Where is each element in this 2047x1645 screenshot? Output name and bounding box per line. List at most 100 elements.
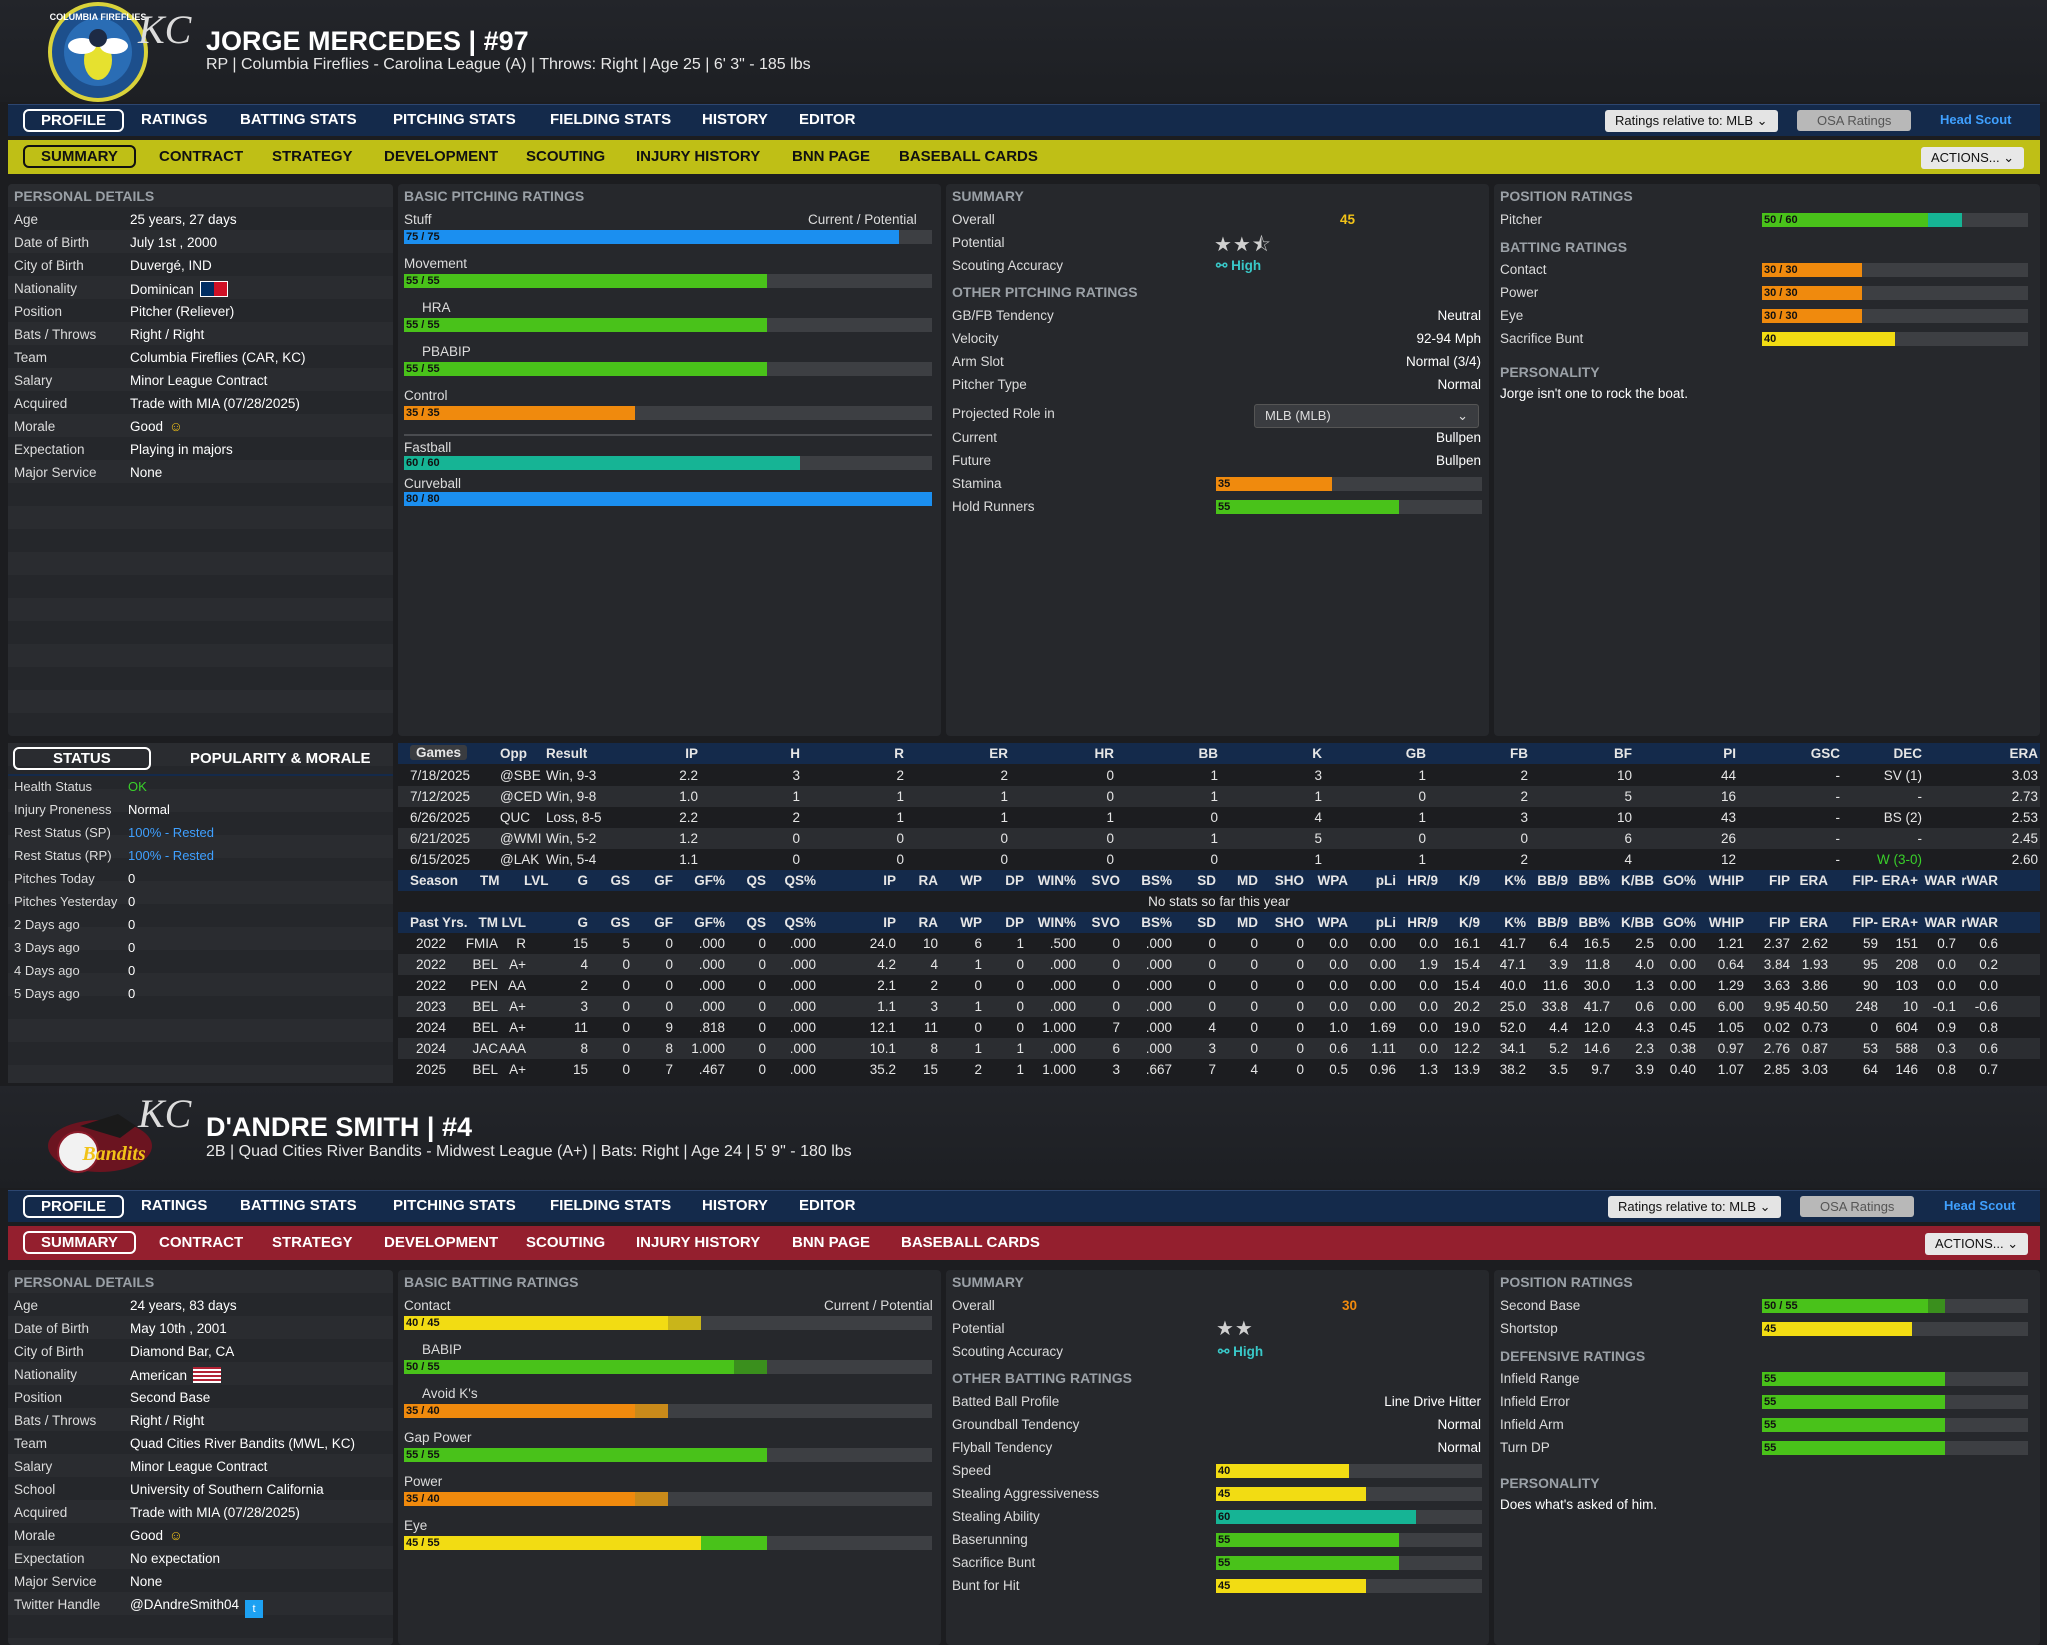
head-scout-button[interactable]: Head Scout bbox=[1934, 1195, 2026, 1216]
table-header-cell: HR bbox=[1094, 746, 1115, 761]
table-header-cell: GSC bbox=[1810, 746, 1840, 761]
subtab-scouting[interactable]: SCOUTING bbox=[526, 148, 606, 165]
tab-pitching-stats[interactable]: PITCHING STATS bbox=[393, 1197, 516, 1214]
subtab-strategy[interactable]: STRATEGY bbox=[272, 1234, 353, 1251]
table-row: 6/21/2025 @WMI Win, 5-2 1.2 0 0 0 0 1 5 0 0 6 26 - - 2.4… bbox=[398, 828, 2040, 849]
subtab-injury-history[interactable]: INJURY HISTORY bbox=[636, 148, 761, 165]
rating-value: 55 bbox=[1764, 1373, 1777, 1385]
subtab-strategy[interactable]: STRATEGY bbox=[272, 148, 353, 165]
tab-editor[interactable]: EDITOR bbox=[799, 1197, 856, 1214]
table-cell: 1 bbox=[1314, 852, 1322, 867]
tab-history[interactable]: HISTORY bbox=[702, 1197, 768, 1214]
table-cell: 5 bbox=[622, 936, 630, 951]
actions-dropdown[interactable]: ACTIONS... ⌄ bbox=[1921, 147, 2025, 169]
table-cell: 2 bbox=[1520, 789, 1528, 804]
rating-value: 55 bbox=[1218, 1557, 1231, 1569]
osa-ratings-button[interactable]: OSA Ratings bbox=[1800, 1196, 1915, 1217]
ratings-relative-dropdown[interactable]: Ratings relative to: MLB ⌄ bbox=[1608, 1196, 1781, 1218]
subtab-contract[interactable]: CONTRACT bbox=[159, 148, 244, 165]
scouting-accuracy-label: Scouting Accuracy bbox=[952, 258, 1064, 273]
tab-editor[interactable]: EDITOR bbox=[799, 111, 856, 128]
table-header-cell: PI bbox=[1723, 746, 1736, 761]
actions-dropdown[interactable]: ACTIONS... ⌄ bbox=[1925, 1233, 2029, 1255]
summary-value: Normal bbox=[1437, 1440, 1481, 1455]
subtab-baseball-cards[interactable]: BASEBALL CARDS bbox=[901, 1234, 1040, 1251]
chevron-down-icon: ⌄ bbox=[1756, 113, 1768, 128]
subtab-bnn-page[interactable]: BNN PAGE bbox=[792, 148, 871, 165]
current-fill bbox=[404, 456, 800, 470]
table-cell: 40.0 bbox=[1499, 978, 1526, 993]
table-cell: .000 bbox=[698, 957, 725, 972]
table-cell: 1.3 bbox=[1419, 1062, 1438, 1077]
table-cell: 2022 bbox=[416, 936, 447, 951]
rating-bar: 55 bbox=[1216, 1556, 1482, 1570]
tab-pitching-stats[interactable]: PITCHING STATS bbox=[393, 111, 516, 128]
basic-batting-panel: BASIC BATTING RATINGS Current / Potentia… bbox=[398, 1270, 941, 1645]
table-cell: 1.69 bbox=[1369, 1020, 1396, 1035]
rating-label: Second Base bbox=[1500, 1298, 1581, 1313]
personal-details-panel: PERSONAL DETAILS Age 24 years, 83 days Dat… bbox=[8, 1270, 393, 1645]
tab-batting-stats[interactable]: BATTING STATS bbox=[240, 1197, 357, 1214]
tab-fielding-stats[interactable]: FIELDING STATS bbox=[550, 111, 672, 128]
subtab-contract[interactable]: CONTRACT bbox=[159, 1234, 244, 1251]
table-cell: 41.7 bbox=[1499, 936, 1526, 951]
tab-history[interactable]: HISTORY bbox=[702, 111, 768, 128]
table-cell: 12.2 bbox=[1453, 1041, 1480, 1056]
status-value: 100% - Rested bbox=[128, 848, 214, 863]
current-fill bbox=[1216, 1510, 1416, 1524]
player-subtitle: RP | Columbia Fireflies - Carolina Leagu… bbox=[206, 56, 811, 73]
subtab-bnn-page[interactable]: BNN PAGE bbox=[792, 1234, 871, 1251]
table-cell: 6.00 bbox=[1717, 999, 1744, 1014]
table-cell: 0.0 bbox=[1329, 978, 1348, 993]
table-cell: Win, 5-4 bbox=[546, 852, 597, 867]
subtab-summary[interactable]: SUMMARY bbox=[23, 145, 136, 168]
table-cell: 0 bbox=[758, 999, 766, 1014]
tab-profile[interactable]: PROFILE bbox=[23, 109, 125, 132]
tab-status[interactable]: STATUS bbox=[13, 747, 151, 770]
subtab-injury-history[interactable]: INJURY HISTORY bbox=[636, 1234, 761, 1251]
table-header-cell: GO% bbox=[1662, 915, 1696, 930]
games-dropdown[interactable]: Games bbox=[410, 745, 468, 760]
subtab-scouting[interactable]: SCOUTING bbox=[526, 1234, 606, 1251]
subtab-baseball-cards[interactable]: BASEBALL CARDS bbox=[899, 148, 1038, 165]
osa-ratings-button[interactable]: OSA Ratings bbox=[1797, 110, 1912, 131]
table-cell: 0 bbox=[1106, 831, 1114, 846]
tab-ratings[interactable]: RATINGS bbox=[141, 111, 208, 128]
rating-value: 55 / 55 bbox=[406, 1449, 440, 1461]
tab-popularity-morale[interactable]: POPULARITY & MORALE bbox=[190, 750, 371, 767]
tab-profile[interactable]: PROFILE bbox=[23, 1195, 125, 1218]
personality-text: Does what's asked of him. bbox=[1500, 1497, 1658, 1512]
table-cell: 1 bbox=[896, 789, 904, 804]
ratings-relative-dropdown[interactable]: Ratings relative to: MLB ⌄ bbox=[1605, 110, 1778, 132]
tab-batting-stats[interactable]: BATTING STATS bbox=[240, 111, 357, 128]
table-cell: .000 bbox=[789, 978, 816, 993]
subtab-summary[interactable]: SUMMARY bbox=[23, 1231, 136, 1254]
org-logo: KC bbox=[138, 7, 192, 52]
table-cell: 0 bbox=[758, 1020, 766, 1035]
table-cell: 2024 bbox=[416, 1020, 447, 1035]
table-cell: 2 bbox=[1000, 768, 1008, 783]
table-cell: 3 bbox=[1208, 1041, 1216, 1056]
projected-role-dropdown[interactable]: MLB (MLB) ⌄ bbox=[1254, 404, 1479, 428]
panel-title: BASIC BATTING RATINGS bbox=[404, 1274, 579, 1290]
tab-fielding-stats[interactable]: FIELDING STATS bbox=[550, 1197, 672, 1214]
detail-value[interactable]: @DAndreSmith04 t bbox=[130, 1597, 264, 1618]
table-cell: .818 bbox=[698, 1020, 725, 1035]
table-cell: 0 bbox=[1112, 978, 1120, 993]
table-cell: 1 bbox=[1210, 831, 1218, 846]
detail-value: Right / Right bbox=[130, 327, 205, 342]
table-cell: 15 bbox=[572, 1062, 588, 1077]
twitter-icon[interactable]: t bbox=[245, 1600, 264, 1618]
rating-bar: 40 bbox=[1216, 1464, 1482, 1478]
head-scout-button[interactable]: Head Scout bbox=[1930, 109, 2022, 130]
tab-ratings[interactable]: RATINGS bbox=[141, 1197, 208, 1214]
table-cell: 0.0 bbox=[1419, 936, 1438, 951]
subtab-development[interactable]: DEVELOPMENT bbox=[384, 148, 499, 165]
rating-label: Power bbox=[404, 1474, 443, 1489]
status-panel: STATUS POPULARITY & MORALE Health Status… bbox=[8, 743, 393, 1083]
table-cell: 1 bbox=[1016, 936, 1024, 951]
table-header-cell: DP bbox=[1005, 915, 1024, 930]
subtab-development[interactable]: DEVELOPMENT bbox=[384, 1234, 499, 1251]
player-card-1: COLUMBIA FIREFLIES KC JORGE MERCEDES | #… bbox=[0, 0, 2047, 1083]
table-cell: 34.1 bbox=[1499, 1041, 1526, 1056]
